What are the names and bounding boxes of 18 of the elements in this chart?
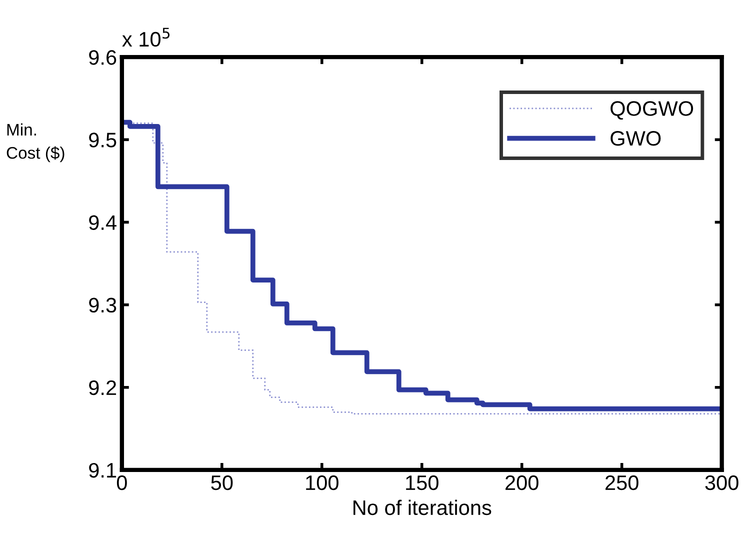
y-tick-label: 9.2: [89, 380, 116, 396]
x-tick-label: 200: [506, 475, 538, 490]
y-tick-label: 9.4: [89, 215, 116, 230]
x-tick-label: 150: [406, 475, 438, 490]
x-tick-label: 50: [211, 475, 233, 490]
y-axis-title: Min. Cost ($): [6, 123, 64, 162]
y-tick-label: 9.5: [89, 132, 116, 148]
x-tick-label: 100: [306, 475, 338, 490]
y-tick-label: 9.1: [89, 462, 116, 478]
y-tick-label: 9.3: [89, 298, 116, 313]
y-tick-label: 9.6: [89, 50, 116, 65]
x-tick-label: 300: [705, 475, 738, 490]
legend-label: QOGWO: [610, 101, 694, 120]
x-tick-label: 0: [116, 475, 127, 490]
x-tick-label: 250: [606, 475, 638, 490]
text: x 10$^{5}$: [122, 28, 170, 47]
x-axis-title: No of iterations: [354, 500, 492, 516]
legend-label: GWO: [610, 131, 661, 146]
